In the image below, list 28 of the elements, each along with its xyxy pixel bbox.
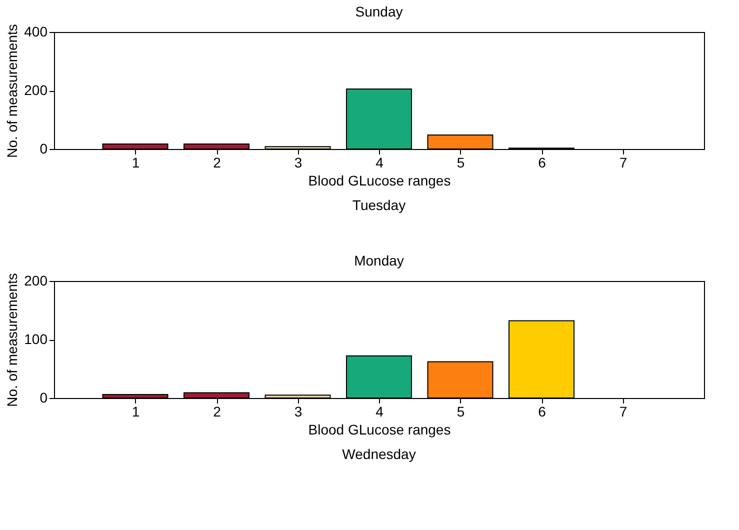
- text: Wednesday: [342, 446, 416, 462]
- x-tick-label: 1: [132, 154, 140, 170]
- y-tick-label: 0: [40, 390, 48, 406]
- y-tick-label: 200: [24, 82, 48, 98]
- y-axis-title: No. of measurements: [4, 24, 20, 158]
- x-tick-label: 1: [132, 404, 140, 420]
- x-tick-label: 3: [294, 404, 302, 420]
- y-tick-label: 400: [24, 24, 48, 40]
- x-tick-label: 6: [538, 404, 546, 420]
- chart-title: Monday: [354, 252, 404, 269]
- x-tick-label: 6: [538, 154, 546, 170]
- chart-title: Sunday: [355, 4, 403, 20]
- x-axis-title: Blood GLucose ranges: [308, 172, 451, 188]
- x-tick-label: 4: [376, 154, 384, 170]
- y-tick-label: 200: [24, 272, 48, 288]
- y-tick-label: 100: [24, 331, 48, 347]
- y-axis-title: No. of measurements: [4, 273, 20, 407]
- x-tick-label: 7: [619, 154, 628, 170]
- x-tick-label: 2: [213, 404, 222, 420]
- x-tick-label: 3: [294, 154, 302, 170]
- y-tick-label: 0: [40, 140, 48, 156]
- x-tick-label: 2: [213, 154, 222, 170]
- x-tick-label: 5: [456, 404, 465, 420]
- text: Tuesday: [352, 197, 406, 213]
- x-tick-label: 7: [619, 404, 628, 420]
- x-tick-label: 5: [456, 154, 465, 170]
- x-axis-title: Blood GLucose ranges: [308, 422, 451, 438]
- x-tick-label: 4: [376, 404, 384, 420]
